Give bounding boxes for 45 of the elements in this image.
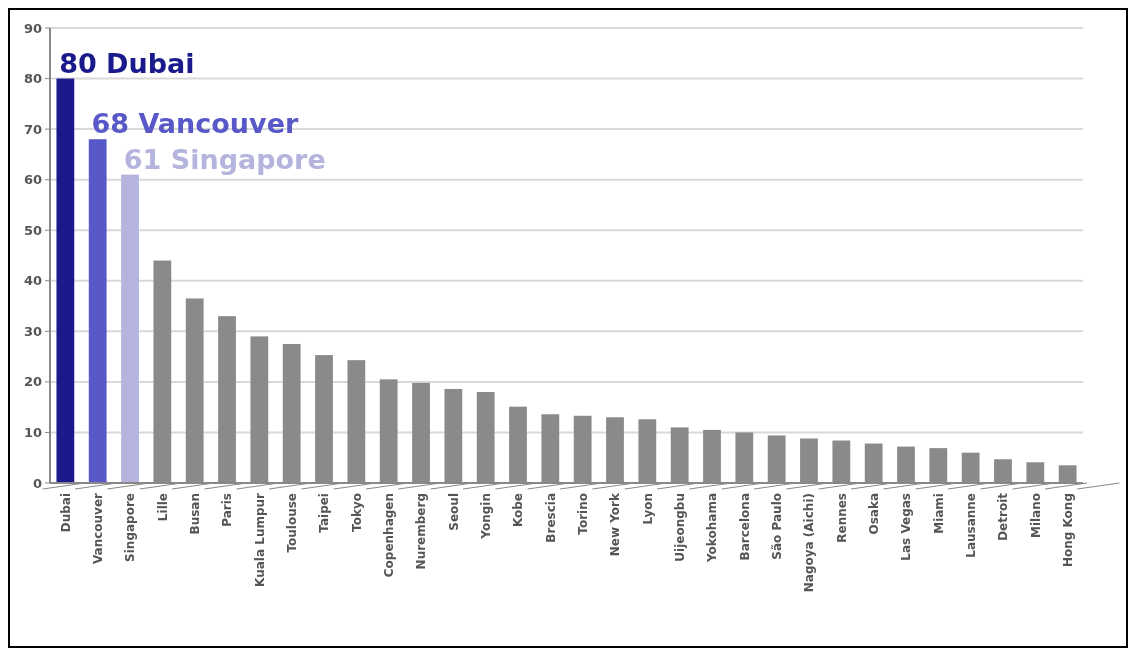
- x-tick-label: Toulouse: [284, 493, 299, 553]
- y-tick-label: 90: [23, 20, 42, 36]
- x-tick-label: Vancouver: [90, 492, 105, 565]
- x-tick-label: Torino: [575, 493, 590, 535]
- x-tick-label: Taipei: [317, 493, 332, 533]
- x-tick-label: Yokohama: [705, 493, 720, 563]
- y-tick-label: 10: [23, 424, 42, 440]
- x-tick-label: Nuremberg: [414, 493, 429, 570]
- x-tick-label: Nagoya (Aichi): [802, 493, 817, 593]
- x-tick-label: Lyon: [640, 493, 655, 525]
- x-tick-label: Yongin: [478, 493, 493, 540]
- annotation: 80 Dubai: [59, 47, 195, 79]
- y-tick-label: 80: [23, 71, 42, 87]
- x-tick-label: Uijeongbu: [672, 493, 687, 562]
- x-tick-label: Dubai: [58, 493, 73, 533]
- x-tick-label: Kobe: [511, 493, 526, 528]
- y-tick-label: 0: [32, 475, 42, 491]
- x-tick-label: Hong Kong: [1060, 493, 1075, 568]
- y-tick-label: 40: [23, 273, 42, 289]
- x-tick-label: Kuala Lumpur: [252, 492, 267, 587]
- x-tick-label: Copenhagen: [381, 493, 396, 578]
- annotation: 68 Vancouver: [91, 108, 299, 140]
- x-tick-label: Lille: [155, 493, 170, 522]
- x-tick-label: São Paulo: [769, 493, 784, 560]
- x-tick-label: Busan: [187, 493, 202, 535]
- y-tick-label: 30: [23, 323, 42, 339]
- x-tick-label: Seoul: [446, 493, 461, 531]
- y-tick-label: 60: [23, 172, 42, 188]
- y-tick-label: 20: [23, 374, 42, 390]
- x-tick-label: Tokyo: [349, 493, 364, 532]
- x-tick-label: Miami: [931, 493, 946, 534]
- y-tick-label: 50: [23, 222, 42, 238]
- x-tick-label: Brescia: [543, 493, 558, 543]
- x-tick-label: Las Vegas: [899, 493, 914, 561]
- x-tick-label: New York: [608, 491, 623, 557]
- x-tick-label: Lausanne: [963, 493, 978, 558]
- annotation: 61 Singapore: [123, 143, 326, 175]
- x-tick-label: Singapore: [123, 493, 138, 562]
- x-tick-label: Detroit: [996, 492, 1011, 541]
- x-tick-label: Barcelona: [737, 493, 752, 561]
- y-tick-label: 70: [23, 121, 42, 137]
- x-tick-label: Osaka: [866, 493, 881, 535]
- x-tick-label: Paris: [220, 493, 235, 527]
- x-tick-label: Rennes: [834, 493, 849, 543]
- x-tick-label: Milano: [1028, 493, 1043, 539]
